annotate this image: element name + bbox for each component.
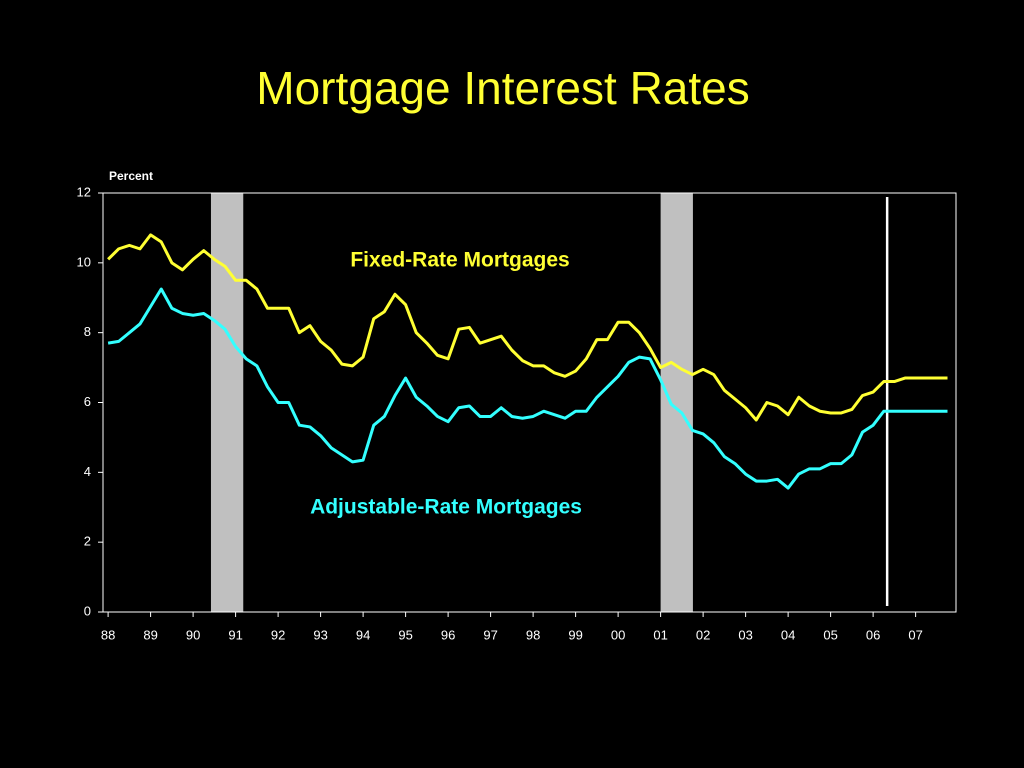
x-tick-label: 04 <box>781 627 795 642</box>
x-tick-label: 96 <box>441 627 455 642</box>
x-tick-label: 99 <box>568 627 582 642</box>
chart-title: Mortgage Interest Rates <box>256 62 749 114</box>
y-tick-label: 8 <box>84 324 91 339</box>
x-tick-label: 94 <box>356 627 370 642</box>
x-tick-label: 02 <box>696 627 710 642</box>
y-tick-label: 6 <box>84 394 91 409</box>
x-tick-label: 91 <box>228 627 242 642</box>
x-tick-label: 90 <box>186 627 200 642</box>
series-line <box>107 233 948 422</box>
shaded-period <box>660 193 693 612</box>
y-axis-label: Percent <box>109 169 153 183</box>
x-tick-label: 06 <box>866 627 880 642</box>
series-label: Adjustable-Rate Mortgages <box>310 496 582 519</box>
x-tick-label: 93 <box>313 627 327 642</box>
x-tick-label: 95 <box>398 627 412 642</box>
x-tick-label: 07 <box>908 627 922 642</box>
x-tick-label: 01 <box>653 627 667 642</box>
x-tick-label: 98 <box>526 627 540 642</box>
x-tick-label: 92 <box>271 627 285 642</box>
x-tick-label: 05 <box>823 627 837 642</box>
series-label: Fixed-Rate Mortgages <box>350 249 569 272</box>
y-tick-label: 0 <box>84 603 91 618</box>
x-tick-label: 89 <box>143 627 157 642</box>
y-tick-label: 12 <box>77 184 91 199</box>
x-tick-label: 88 <box>101 627 115 642</box>
y-tick-label: 10 <box>77 254 91 269</box>
y-tick-label: 2 <box>84 534 91 549</box>
x-tick-label: 03 <box>738 627 752 642</box>
y-tick-label: 4 <box>84 464 91 479</box>
x-tick-label: 97 <box>483 627 497 642</box>
series-line <box>107 287 948 490</box>
x-tick-label: 00 <box>611 627 625 642</box>
shaded-period <box>210 193 244 612</box>
